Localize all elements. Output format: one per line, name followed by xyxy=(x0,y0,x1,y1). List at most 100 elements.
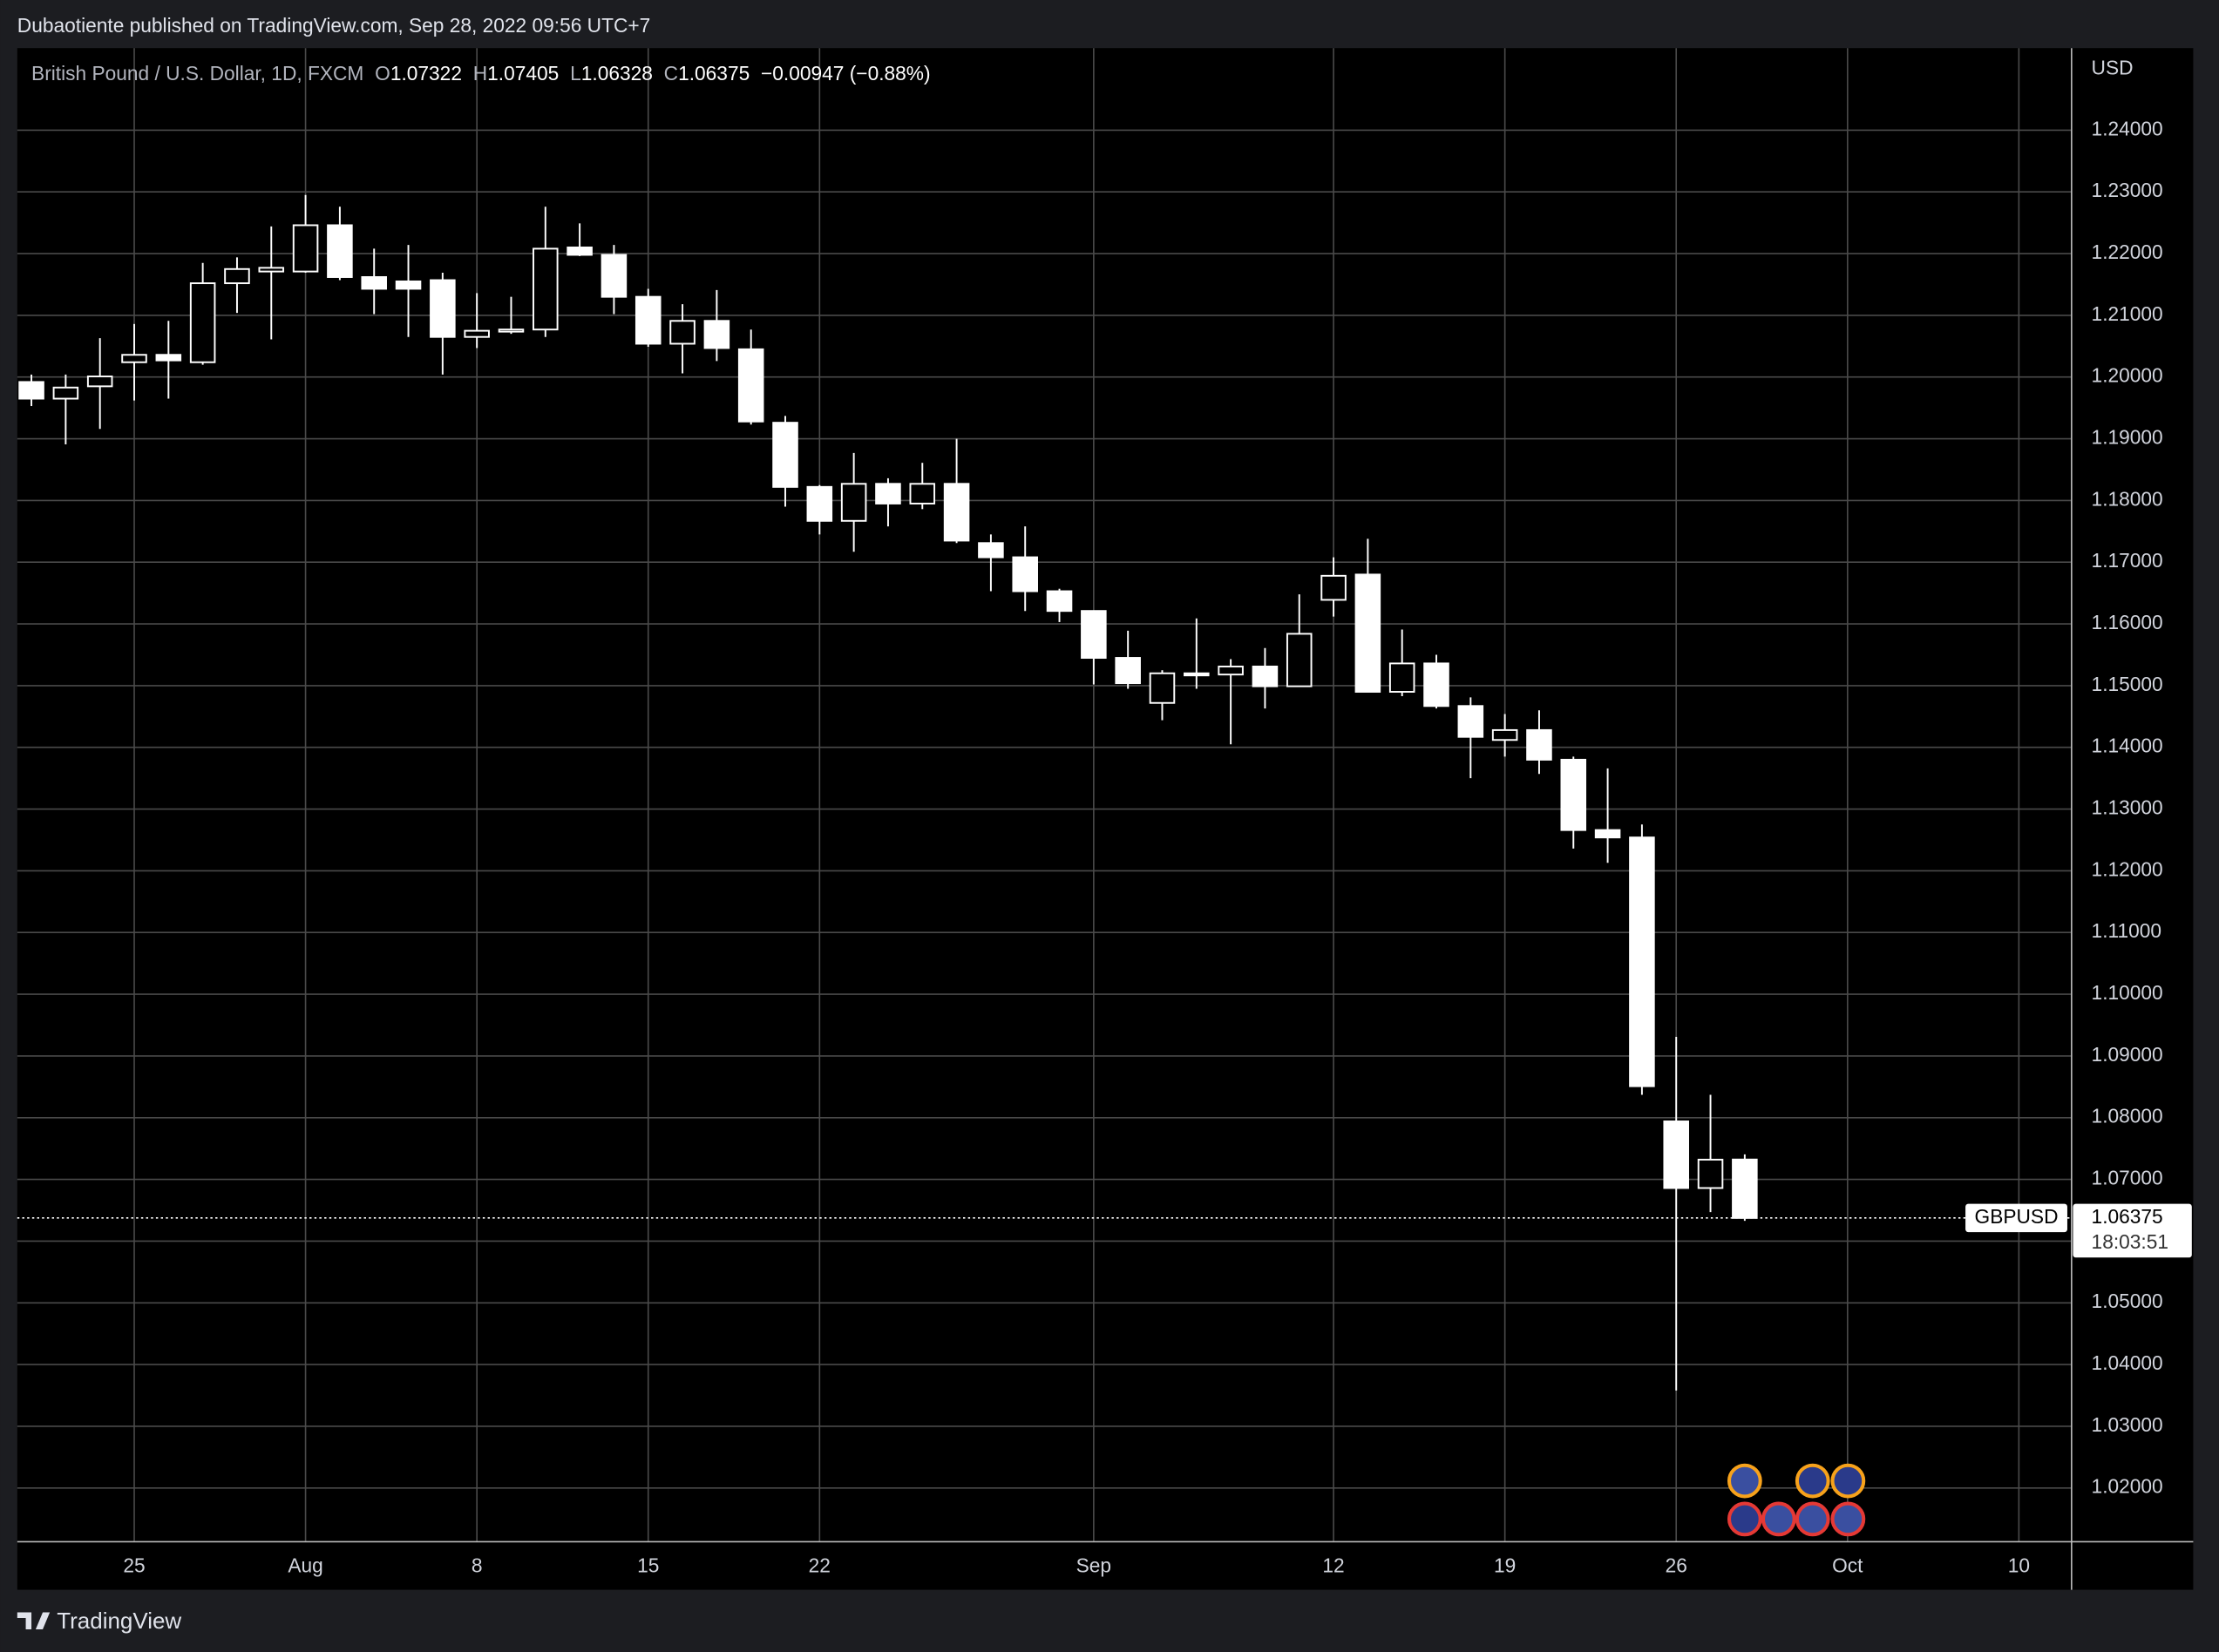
candle-body xyxy=(1184,672,1210,677)
candle-body xyxy=(155,354,182,362)
candle-body xyxy=(943,483,970,542)
candle-body xyxy=(189,282,216,363)
grid xyxy=(17,48,2072,1542)
candle-body xyxy=(52,386,79,400)
candle-body xyxy=(1286,633,1313,687)
ohlc-value: 1.07405 xyxy=(487,62,559,85)
candle-body xyxy=(1354,573,1381,693)
candle-body xyxy=(840,483,867,522)
y-tick-label: 1.21000 xyxy=(2092,302,2163,325)
x-tick-label: 15 xyxy=(637,1554,659,1577)
ohlc-value: 1.07322 xyxy=(390,62,462,85)
currency: USD xyxy=(2092,57,2134,79)
change: −0.00947 (−0.88%) xyxy=(761,62,931,85)
x-tick-label: 22 xyxy=(809,1554,831,1577)
event-icons xyxy=(1727,1463,1866,1537)
y-tick-label: 1.04000 xyxy=(2092,1351,2163,1374)
event-icon[interactable] xyxy=(1830,1501,1866,1537)
event-icon[interactable] xyxy=(1727,1463,1762,1499)
countdown: 18:03:51 xyxy=(2092,1230,2168,1253)
y-tick-label: 1.03000 xyxy=(2092,1413,2163,1436)
candle-body xyxy=(1012,556,1038,592)
y-tick-label: 1.24000 xyxy=(2092,117,2163,139)
event-icon[interactable] xyxy=(1795,1501,1830,1537)
candle-body xyxy=(1046,590,1073,613)
candle-body xyxy=(18,381,44,400)
y-tick-label: 1.10000 xyxy=(2092,981,2163,1004)
candle-body xyxy=(772,422,798,488)
ohlc-label: L xyxy=(570,62,581,85)
y-tick-label: 1.15000 xyxy=(2092,673,2163,695)
candle-body xyxy=(498,328,525,333)
candle-body xyxy=(121,354,147,363)
y-tick-label: 1.05000 xyxy=(2092,1290,2163,1312)
y-tick-label: 1.12000 xyxy=(2092,857,2163,880)
candle-body xyxy=(1526,728,1552,761)
y-tick-label: 1.13000 xyxy=(2092,796,2163,819)
candle-body xyxy=(1629,836,1655,1087)
chart-area xyxy=(17,48,2194,1590)
price-tag xyxy=(2073,1203,2192,1258)
x-tick-label: 8 xyxy=(472,1554,483,1577)
x-tick-label: 19 xyxy=(1494,1554,1516,1577)
event-icon[interactable] xyxy=(1761,1501,1796,1537)
candle-body xyxy=(1457,705,1484,738)
candle-body xyxy=(1252,665,1279,687)
y-tick-label: 1.08000 xyxy=(2092,1105,2163,1127)
x-tick-label: Oct xyxy=(1832,1554,1863,1577)
candle-body xyxy=(258,267,285,273)
candle-body xyxy=(86,376,113,388)
candle-body xyxy=(533,247,559,331)
x-tick-label: Aug xyxy=(288,1554,322,1577)
brand: TradingView xyxy=(57,1608,181,1634)
event-icon[interactable] xyxy=(1795,1463,1830,1499)
y-tick-label: 1.09000 xyxy=(2092,1043,2163,1066)
y-tick-label: 1.19000 xyxy=(2092,426,2163,449)
candle-body xyxy=(292,224,319,273)
y-tick-label: 1.11000 xyxy=(2092,919,2161,942)
ohlc-value: 1.06328 xyxy=(581,62,653,85)
logo-mark xyxy=(17,1612,51,1630)
candle-body xyxy=(327,224,353,278)
candle-body xyxy=(875,483,901,504)
y-tick-label: 1.14000 xyxy=(2092,735,2163,757)
legend: British Pound / U.S. Dollar, 1D, FXCM O1… xyxy=(31,62,931,85)
candle-body xyxy=(703,320,730,349)
candle-body xyxy=(1218,665,1244,676)
candle-body xyxy=(978,542,1004,559)
ohlc-label: H xyxy=(473,62,487,85)
ohlc-label: O xyxy=(375,62,390,85)
ohlc-label: C xyxy=(664,62,678,85)
y-tick-label: 1.02000 xyxy=(2092,1475,2163,1498)
y-tick-label: 1.16000 xyxy=(2092,611,2163,633)
candle-body xyxy=(567,247,593,256)
candle-body xyxy=(601,254,628,298)
candle-body xyxy=(1388,662,1415,693)
publisher: Dubaotiente published on TradingView.com… xyxy=(17,14,650,37)
x-tick-label: 26 xyxy=(1666,1554,1687,1577)
candle-body xyxy=(909,483,936,504)
ohlc-value: 1.06375 xyxy=(678,62,750,85)
x-tick-label: 12 xyxy=(1322,1554,1344,1577)
candle-body xyxy=(361,276,387,290)
symbol-tag xyxy=(1965,1203,2067,1233)
candle-body xyxy=(669,320,696,345)
candle-body xyxy=(1697,1158,1724,1189)
event-icon[interactable] xyxy=(1830,1463,1866,1499)
logo: TradingView xyxy=(17,1608,181,1634)
x-tick-label: Sep xyxy=(1076,1554,1111,1577)
candle-body xyxy=(224,267,250,285)
candle-body xyxy=(1732,1158,1758,1219)
candle-body xyxy=(737,348,764,423)
price-label: 1.06375 xyxy=(2092,1205,2163,1228)
instrument: British Pound / U.S. Dollar, 1D, FXCM xyxy=(31,62,363,85)
candle-body xyxy=(1423,662,1449,708)
x-tick-label: 25 xyxy=(123,1554,145,1577)
candle-body xyxy=(1081,610,1107,660)
event-icon[interactable] xyxy=(1727,1501,1762,1537)
candles xyxy=(18,194,1758,1391)
candle-body xyxy=(464,329,490,338)
symbol-label: GBPUSD xyxy=(1975,1205,2059,1228)
y-tick-label: 1.22000 xyxy=(2092,240,2163,263)
